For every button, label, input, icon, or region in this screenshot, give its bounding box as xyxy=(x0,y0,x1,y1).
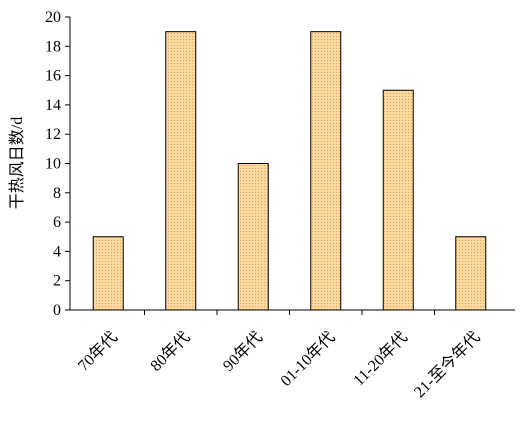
bar xyxy=(92,236,124,311)
x-tick-label: 21-至今年代 xyxy=(411,328,484,401)
y-axis-label: 干热风日数/d xyxy=(8,117,26,209)
bar xyxy=(237,163,269,311)
y-tick-label: 4 xyxy=(53,243,61,260)
bar xyxy=(310,31,342,311)
bar xyxy=(165,31,197,311)
x-tick-label: 90年代 xyxy=(219,328,266,375)
y-tick-label: 12 xyxy=(45,126,61,143)
x-tick-label: 11-20年代 xyxy=(350,328,411,389)
y-tick-label: 2 xyxy=(53,273,61,290)
y-tick-label: 20 xyxy=(45,9,61,26)
y-tick-label: 6 xyxy=(53,214,61,231)
y-tick-label: 0 xyxy=(53,302,61,319)
y-tick-label: 10 xyxy=(45,156,61,173)
x-tick-label: 70年代 xyxy=(74,328,121,375)
bar xyxy=(455,236,487,311)
x-tick-label: 01-10年代 xyxy=(277,328,339,390)
y-tick-label: 16 xyxy=(45,68,61,85)
y-tick-label: 8 xyxy=(53,185,61,202)
y-tick-label: 18 xyxy=(45,38,61,55)
x-tick-label: 80年代 xyxy=(147,328,194,375)
y-tick-label: 14 xyxy=(45,97,61,114)
bar xyxy=(382,89,414,311)
